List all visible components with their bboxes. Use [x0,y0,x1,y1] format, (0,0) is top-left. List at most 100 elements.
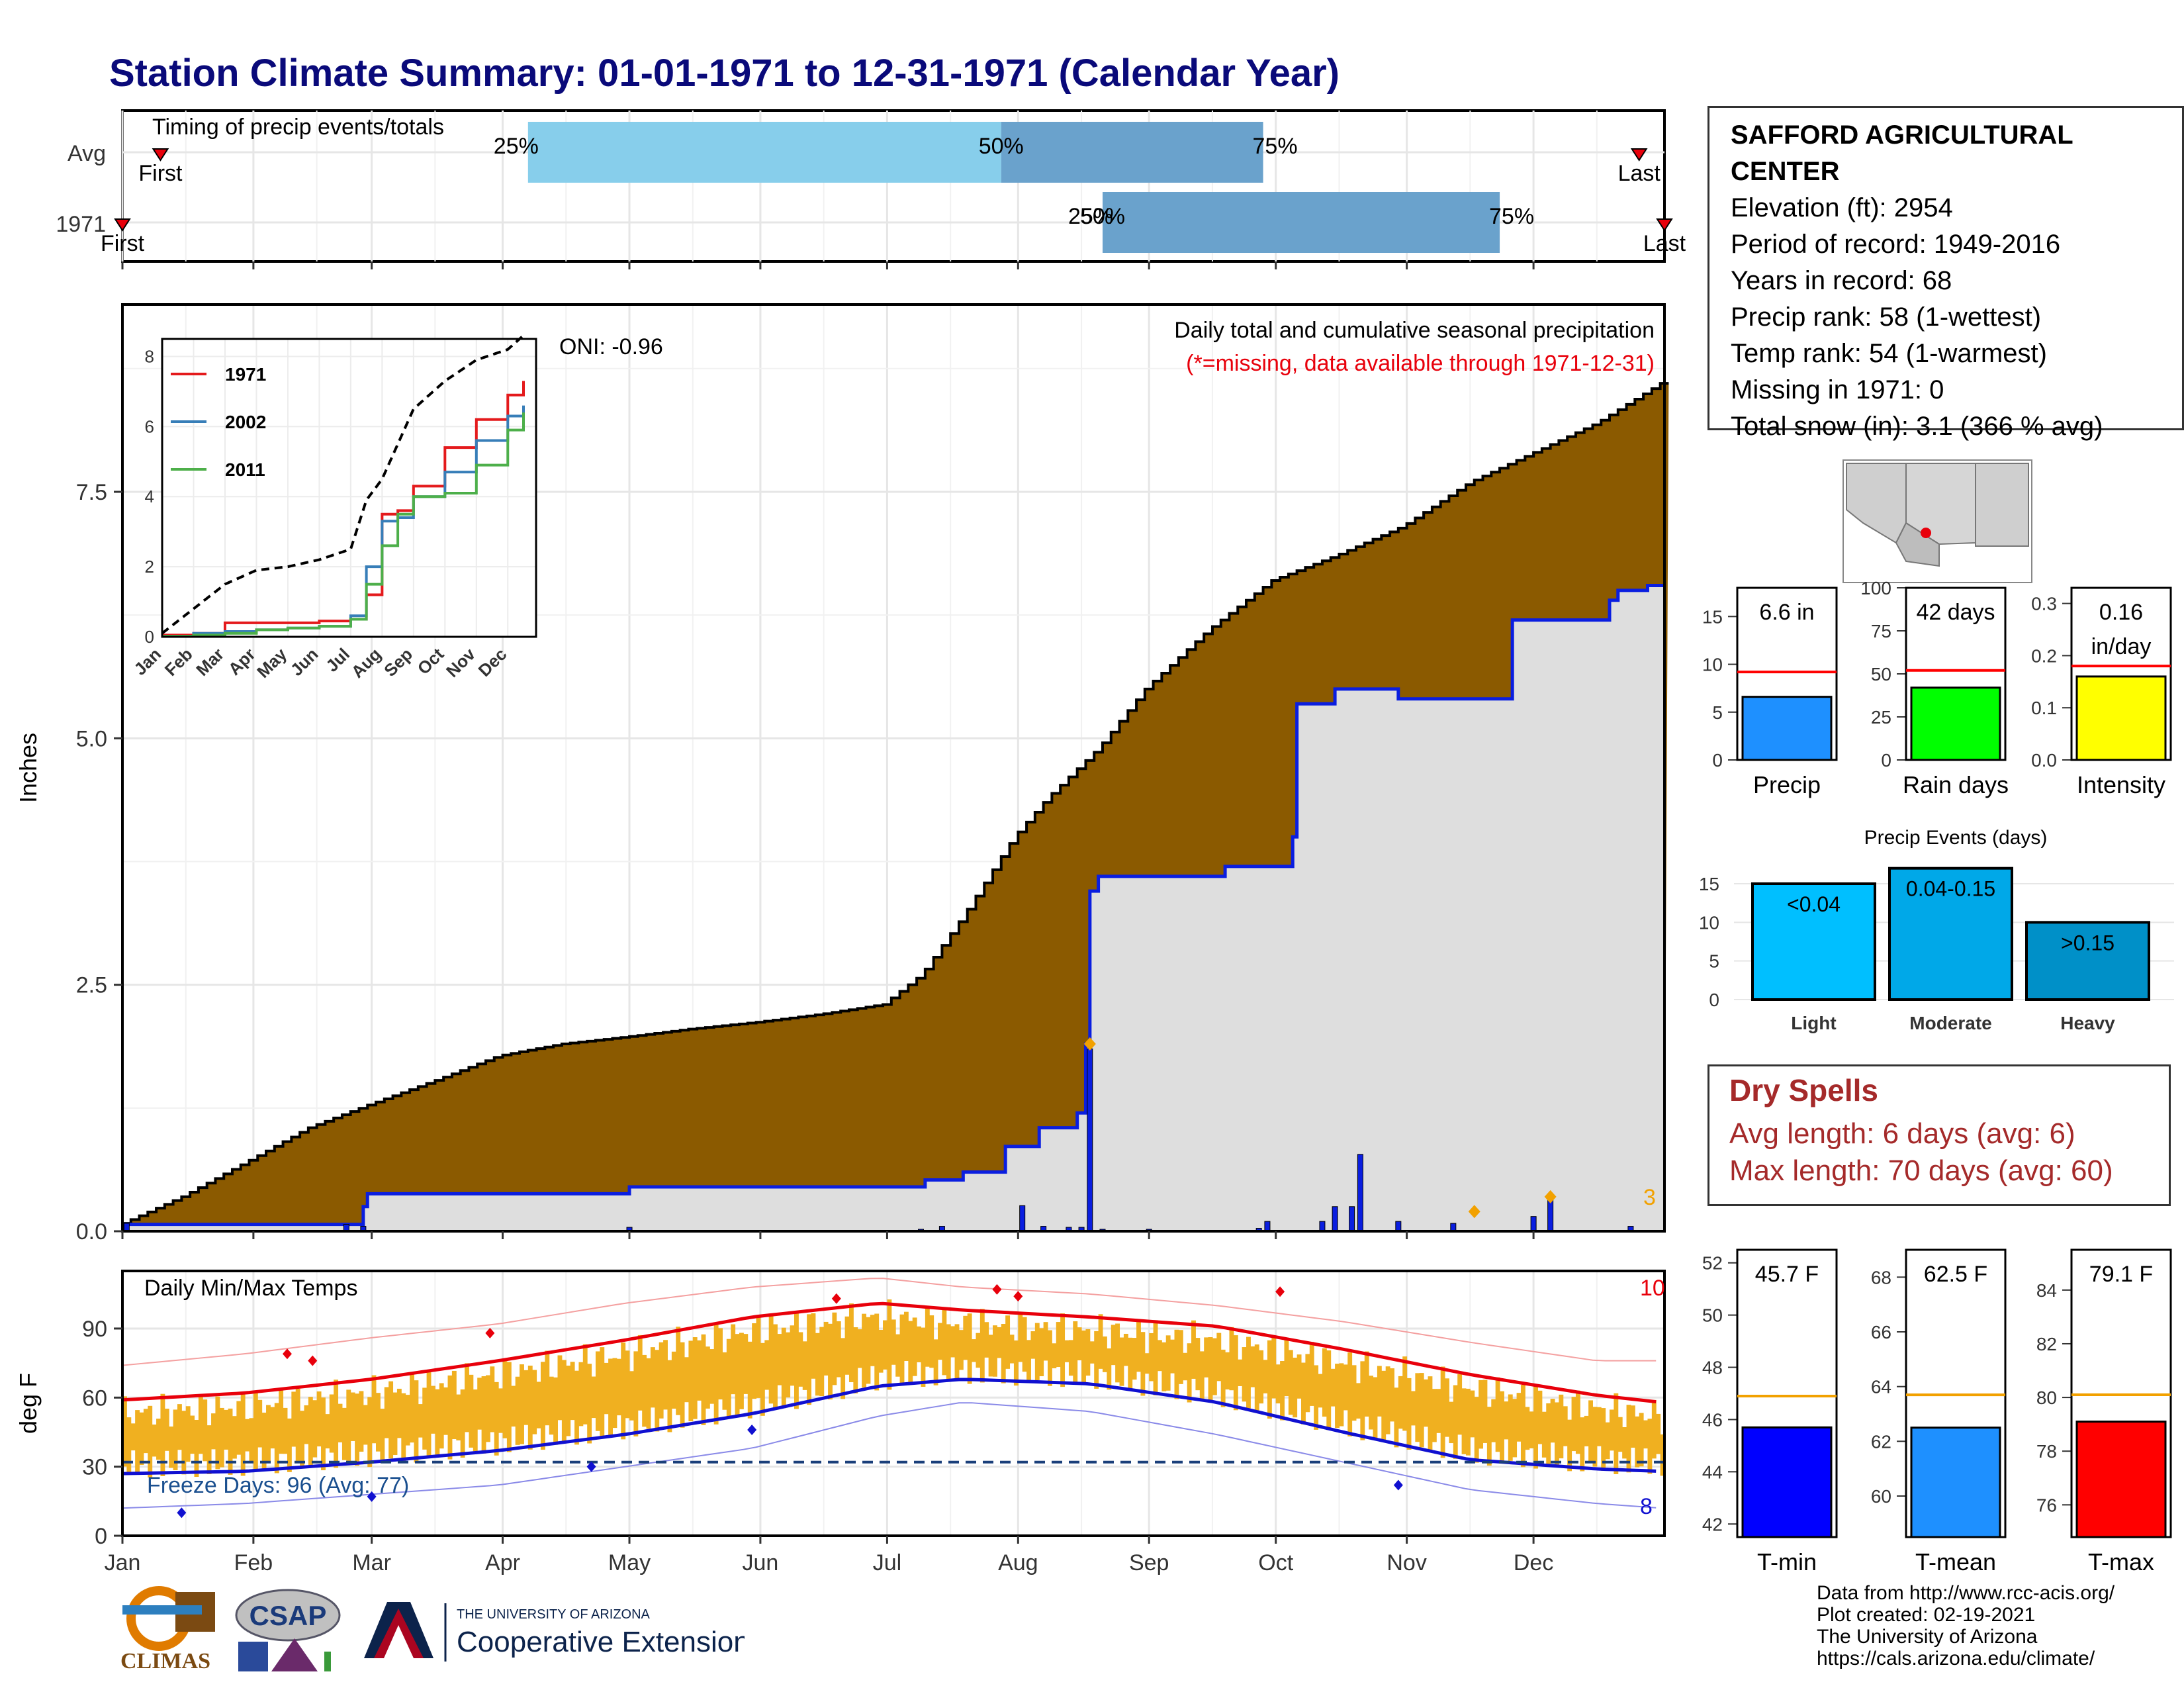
daily-temp-bar [1651,1399,1657,1459]
daily-temp-bar [245,1419,250,1452]
events-ytick: 10 [1699,912,1719,933]
daily-temp-bar [447,1375,453,1460]
precip-ytick: 0.0 [76,1219,107,1244]
record-high-marker [1275,1286,1285,1297]
month-label: Mar [352,1550,391,1575]
daily-temp-bar [747,1341,752,1419]
daily-temp-bar [396,1388,402,1438]
daily-temp-bar [1482,1380,1488,1443]
daily-temp-bar [786,1332,791,1398]
precip-summary-label: Precip [1753,771,1821,798]
daily-temp-bar [1157,1340,1162,1372]
daily-temp-bar [485,1375,490,1442]
intensity-summary-ytick: 0.0 [2031,750,2057,771]
daily-temp-bar [798,1332,803,1387]
tmean-summary-label: T-mean [1915,1548,1996,1575]
daily-temp-bar [650,1347,655,1408]
daily-temp-bar [1183,1352,1188,1381]
record-low-marker [586,1461,596,1472]
daily-temp-bar [502,1361,508,1438]
event-bar-label: <0.04 [1787,892,1841,916]
daily-precip-bar [1349,1206,1355,1232]
tmin-summary-ytick: 48 [1702,1358,1723,1378]
daily-temp-bar [1216,1333,1222,1382]
record-tmax-line [122,1278,1657,1366]
daily-temp-bar [1550,1399,1555,1443]
daily-temp-bar [773,1324,778,1409]
daily-temp-bar [718,1328,723,1400]
daily-temp-bar [160,1393,165,1476]
month-label: Jan [105,1550,141,1575]
daily-temp-bar [1165,1335,1171,1391]
daily-temp-bar [1440,1366,1445,1458]
daily-temp-bar [1107,1348,1112,1390]
daily-temp-bar [1445,1378,1449,1437]
daily-temp-bar [540,1362,545,1450]
daily-temp-bar [1026,1340,1031,1383]
daily-temp-bar [819,1327,825,1397]
daily-temp-bar [1601,1408,1606,1471]
daily-temp-bar [451,1370,457,1439]
station-precip-rank: Precip rank: 58 (1-wettest) [1731,303,2042,332]
daily-temp-bar [1610,1409,1614,1451]
daily-temp-bar [1233,1335,1238,1411]
event-bar [2025,921,2150,1002]
daily-temp-bar [646,1358,651,1429]
record-low-marker [1393,1479,1403,1491]
daily-temp-bar [1284,1340,1289,1397]
daily-temp-bar [735,1334,740,1416]
daily-temp-bar [866,1317,871,1384]
daily-temp-bar [713,1323,719,1425]
daily-temp-bar [287,1418,292,1472]
daily-temp-bar [1605,1422,1610,1460]
raindays-summary-bar [1910,686,2001,761]
daily-temp-bar [722,1352,727,1410]
tmean-summary-value-label: 62.5 F [1924,1262,1987,1287]
precip-summary-value-label: 6.6 in [1759,600,1814,625]
daily-temp-bar [933,1339,938,1385]
daily-temp-bar [993,1325,997,1377]
daily-temp-bar [388,1381,394,1459]
daily-temp-bar [1280,1360,1285,1421]
daily-temp-bar [1170,1339,1175,1374]
tmin-summary-label: T-min [1757,1548,1817,1575]
station-elevation: Elevation (ft): 2954 [1731,193,1953,222]
daily-temp-bar [405,1395,410,1446]
daily-temp-bar [807,1314,812,1405]
daily-temp-bar [1085,1329,1091,1376]
temp-ytick: 30 [82,1455,107,1480]
daily-temp-bar [688,1340,694,1422]
daily-temp-bar [1005,1315,1011,1369]
daily-temp-bar [266,1405,271,1464]
timing-q50-label: 50% [979,134,1024,159]
events-title: Precip Events (days) [1864,827,2048,849]
daily-temp-bar [1081,1330,1086,1384]
daily-temp-bar [802,1341,807,1390]
daily-temp-bar [1034,1323,1040,1381]
tmax-summary-bar [2075,1421,2167,1538]
daily-temp-bar [764,1340,770,1390]
tmean-summary-ytick: 62 [1871,1431,1891,1452]
daily-temp-bar [545,1350,550,1426]
daily-temp-bar [261,1413,267,1470]
year-cumulative-area [122,585,1664,1231]
daily-temp-bar [1195,1338,1201,1391]
daily-temp-bar [663,1340,668,1410]
dry-spells-avg: Avg length: 6 days (avg: 6) [1729,1117,2075,1150]
daily-temp-bar [553,1377,559,1445]
daily-temp-bar [853,1327,858,1394]
ua-cooperative-extension-logo: THE UNIVERSITY OF ARIZONA Cooperative Ex… [361,1595,750,1668]
daily-temp-bar [705,1346,710,1409]
inset-ytick: 2 [145,557,154,577]
timing-label: Timing of precip events/totals [152,115,444,140]
raindays-summary-ytick: 25 [1871,707,1891,727]
daily-temp-bar [604,1362,609,1415]
daily-precip-bar [1530,1216,1537,1232]
daily-temp-bar [1461,1388,1467,1454]
daily-temp-bar [561,1360,567,1441]
daily-temp-bar [857,1329,862,1368]
daily-temp-bar [557,1355,563,1421]
daily-temp-bar [135,1410,140,1474]
daily-temp-bar [334,1380,339,1468]
daily-temp-bar [1559,1394,1564,1459]
